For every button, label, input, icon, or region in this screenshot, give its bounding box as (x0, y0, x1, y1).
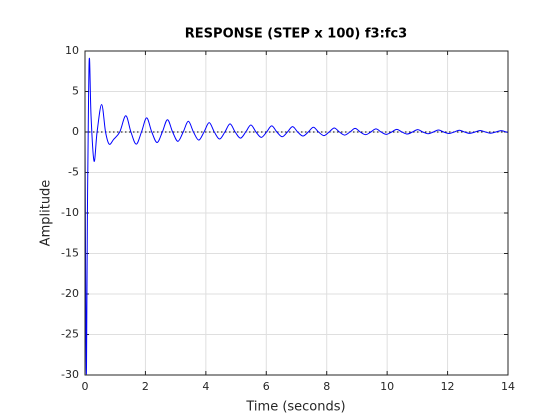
y-tick-label: -30 (61, 368, 79, 381)
x-tick-label: 8 (323, 380, 330, 393)
y-tick-label: -20 (61, 287, 79, 300)
y-tick-label: -25 (61, 328, 79, 341)
y-tick-label: 0 (72, 125, 79, 138)
y-tick-label: -15 (61, 247, 79, 260)
line-series (85, 57, 508, 375)
y-tick-label: 5 (72, 85, 79, 98)
x-axis-label: Time (seconds) (245, 400, 345, 415)
y-tick-label: -10 (61, 206, 79, 219)
y-tick-label: -5 (68, 166, 79, 179)
y-axis-label: Amplitude (39, 180, 54, 247)
x-tick-label: 0 (82, 380, 89, 393)
x-tick-label: 6 (263, 380, 270, 393)
x-tick-label: 4 (202, 380, 209, 393)
plot-frame (84, 50, 509, 376)
chart-title: RESPONSE (STEP x 100) f3:fc3 (185, 27, 407, 42)
x-tick-label: 12 (441, 380, 455, 393)
x-tick-label: 10 (380, 380, 394, 393)
x-tick-label: 2 (142, 380, 149, 393)
x-tick-label: 14 (501, 380, 515, 393)
y-tick-label: 10 (65, 44, 79, 57)
